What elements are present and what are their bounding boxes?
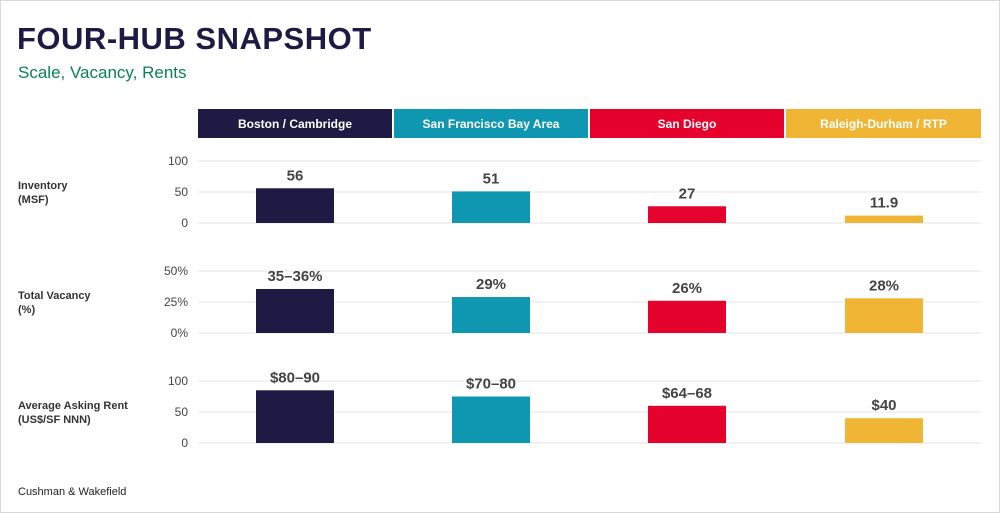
data-label: 28% [869, 277, 899, 294]
page-title: FOUR-HUB SNAPSHOT [17, 21, 372, 56]
column-header-boston: Boston / Cambridge [198, 109, 392, 138]
data-label: $40 [871, 397, 896, 414]
column-header-label: Boston / Cambridge [237, 116, 352, 131]
data-label: 29% [476, 276, 506, 293]
bar-inventory-sf [452, 191, 530, 223]
data-label: $80–90 [270, 369, 320, 386]
axis-tick-label: 50 [175, 405, 189, 419]
bar-vacancy-sf [452, 297, 530, 333]
bar-vacancy-sandiego [648, 300, 726, 333]
column-header-label: San Diego [657, 116, 717, 131]
row-label-inventory: Inventory (MSF) [18, 179, 68, 207]
data-label: 56 [287, 167, 304, 184]
data-label: $70–80 [466, 376, 516, 393]
bar-rent-boston [256, 390, 334, 443]
bar-rent-raleigh [845, 418, 923, 443]
row-label-vacancy: Total Vacancy (%) [18, 289, 91, 317]
source-note: Cushman & Wakefield [18, 486, 127, 498]
column-header-sandiego: San Diego [590, 109, 784, 138]
data-label: 27 [679, 185, 696, 202]
bar-vacancy-boston [256, 288, 334, 333]
row-label-line2: (%) [18, 304, 36, 316]
row-label-line1: Total Vacancy [18, 290, 91, 302]
bar-vacancy-raleigh [845, 298, 923, 333]
bar-inventory-boston [256, 188, 334, 223]
data-label: 51 [483, 170, 500, 187]
column-header-label: San Francisco Bay Area [422, 116, 560, 131]
data-label: 11.9 [870, 195, 898, 212]
row-label-line2: (US$/SF NNN) [18, 414, 91, 426]
data-label: $64–68 [662, 385, 712, 402]
bar-inventory-raleigh [845, 215, 923, 223]
axis-tick-label: 100 [168, 154, 188, 168]
column-header-raleigh: Raleigh-Durham / RTP [786, 109, 981, 138]
row-label-rent: Average Asking Rent (US$/SF NNN) [18, 399, 128, 427]
axis-tick-label: 50% [164, 264, 188, 278]
bar-inventory-sandiego [648, 206, 726, 223]
axis-tick-label: 0 [181, 436, 188, 450]
axis-tick-label: 50 [175, 185, 189, 199]
axis-tick-label: 25% [164, 295, 188, 309]
bar-rent-sandiego [648, 405, 726, 443]
row-label-line1: Inventory [18, 180, 68, 192]
page-subtitle: Scale, Vacancy, Rents [18, 63, 187, 82]
row-label-line2: (MSF) [18, 194, 49, 206]
row-label-line1: Average Asking Rent [18, 400, 128, 412]
axis-tick-label: 0% [171, 326, 189, 340]
column-header-label: Raleigh-Durham / RTP [820, 116, 947, 131]
axis-tick-label: 0 [181, 216, 188, 230]
column-header-sf: San Francisco Bay Area [394, 109, 588, 138]
axis-tick-label: 100 [168, 374, 188, 388]
data-label: 26% [672, 280, 702, 297]
data-label: 35–36% [267, 268, 322, 285]
bar-rent-sf [452, 396, 530, 443]
